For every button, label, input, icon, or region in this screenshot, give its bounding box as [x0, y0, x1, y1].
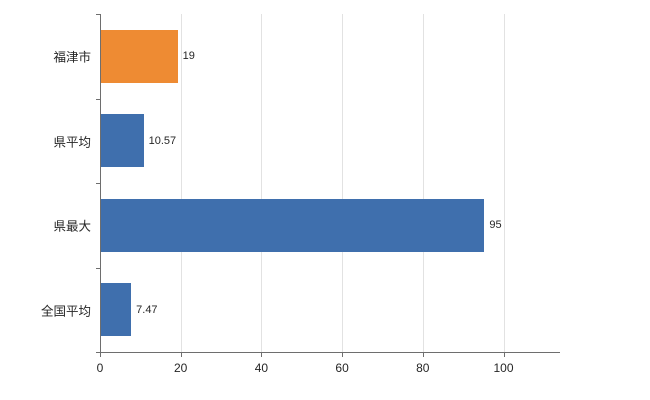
gridline: [180, 14, 182, 352]
y-tick-mark: [96, 352, 100, 353]
x-tick-label: 20: [174, 361, 188, 375]
y-axis-line: [100, 14, 101, 352]
value-label: 19: [182, 50, 195, 63]
category-label: 県最大: [53, 219, 91, 234]
bar-県最大: [101, 198, 485, 252]
value-label: 95: [489, 219, 502, 232]
x-tick-mark: [503, 353, 505, 357]
value-label: 10.57: [148, 134, 177, 147]
x-tick-mark: [342, 353, 344, 357]
gridline: [422, 14, 424, 352]
gridline: [261, 14, 263, 352]
x-tick-mark: [180, 353, 182, 357]
y-tick-mark: [96, 98, 100, 100]
gridline: [342, 14, 344, 352]
category-label: 県平均: [53, 135, 91, 150]
bar-県平均: [101, 114, 144, 168]
x-tick-label: 60: [335, 361, 349, 375]
value-label: 7.47: [136, 303, 158, 316]
y-tick-mark: [96, 267, 100, 269]
x-axis-line: [100, 352, 560, 353]
x-tick-mark: [100, 353, 101, 357]
category-label: 全国平均: [40, 304, 91, 319]
x-tick-label: 80: [416, 361, 430, 375]
x-tick-label: 40: [254, 361, 269, 375]
bar-福津市: [101, 29, 178, 83]
gridline: [503, 14, 505, 352]
x-tick-label: 100: [493, 361, 514, 375]
category-label: 福津市: [53, 50, 91, 65]
y-tick-mark: [96, 183, 100, 184]
x-tick-mark: [422, 353, 424, 357]
bar-全国平均: [101, 283, 132, 337]
x-tick-label: 0: [96, 361, 104, 375]
x-tick-mark: [261, 353, 263, 357]
y-tick-mark: [96, 14, 100, 15]
